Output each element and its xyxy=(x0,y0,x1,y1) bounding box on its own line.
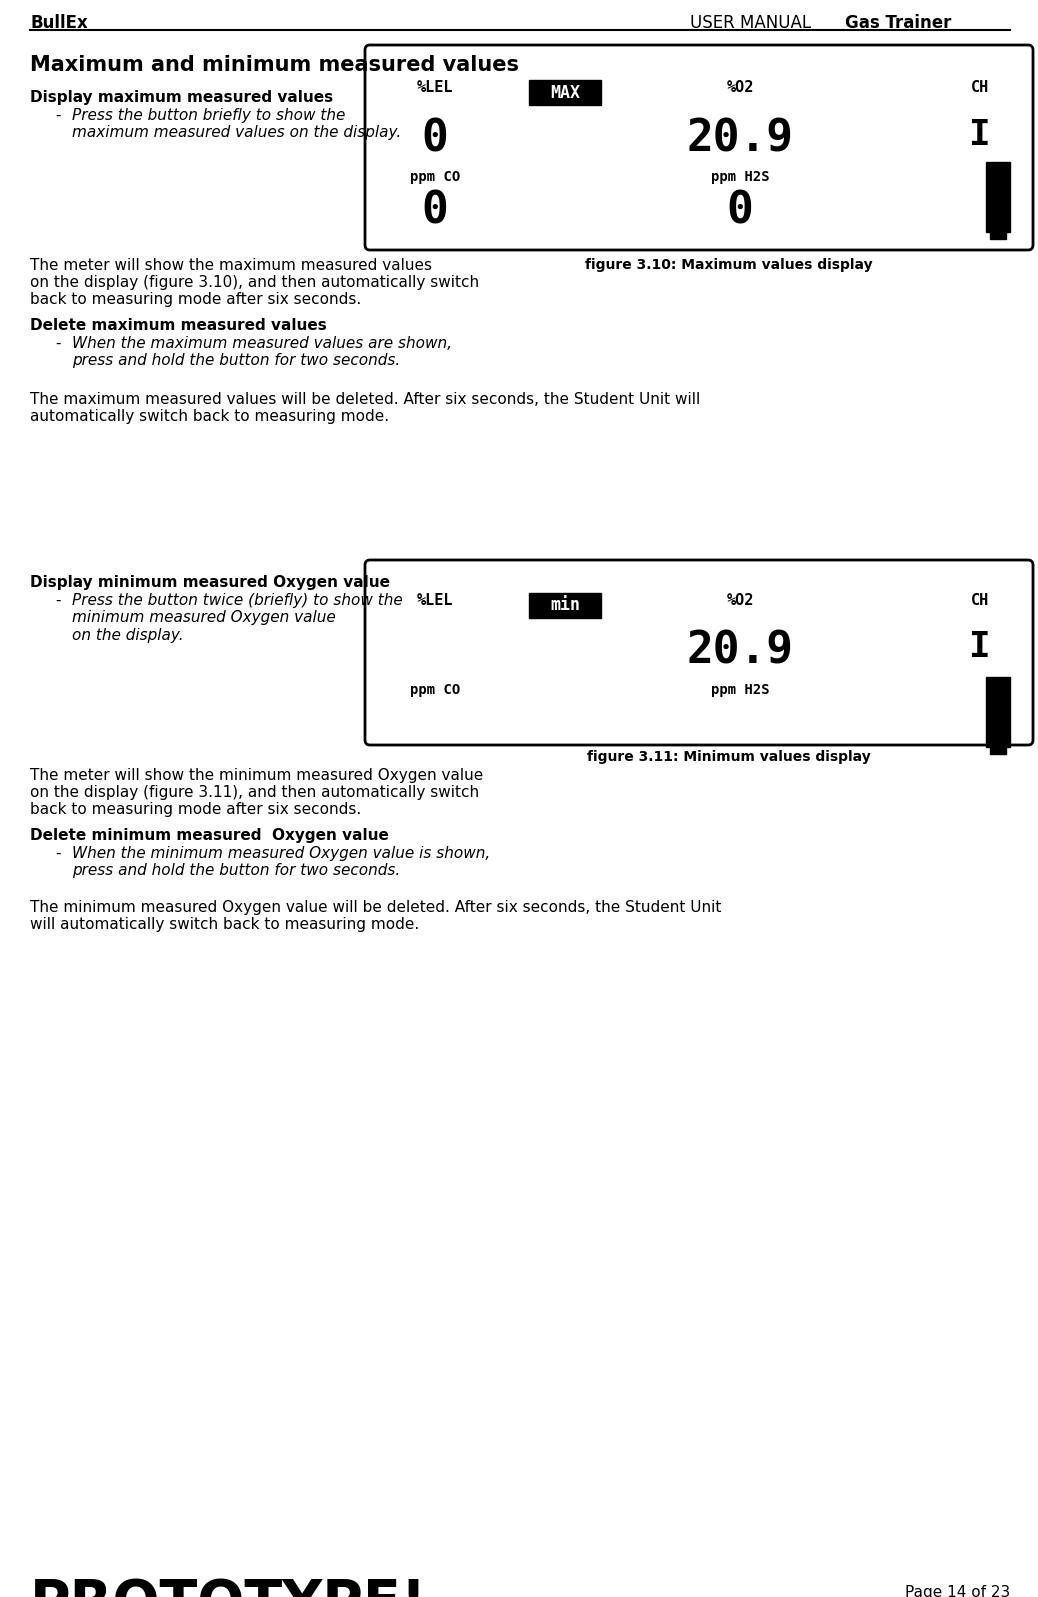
Text: The minimum measured Oxygen value will be deleted. After six seconds, the Studen: The minimum measured Oxygen value will b… xyxy=(30,901,721,933)
Text: 20.9: 20.9 xyxy=(686,629,793,672)
Text: I: I xyxy=(969,629,991,664)
Text: I: I xyxy=(969,118,991,152)
Bar xyxy=(990,747,1006,754)
Text: Display minimum measured Oxygen value: Display minimum measured Oxygen value xyxy=(30,575,390,589)
Text: %LEL: %LEL xyxy=(416,592,454,608)
Text: back to measuring mode after six seconds.: back to measuring mode after six seconds… xyxy=(30,292,361,307)
Text: CH: CH xyxy=(971,80,989,94)
Text: Page 14 of 23: Page 14 of 23 xyxy=(905,1584,1010,1597)
Text: -: - xyxy=(55,109,60,123)
Bar xyxy=(529,592,601,618)
Text: %O2: %O2 xyxy=(727,80,754,94)
Text: CH: CH xyxy=(971,592,989,608)
Text: Press the button twice (briefly) to show the
minimum measured Oxygen value
on th: Press the button twice (briefly) to show… xyxy=(72,592,403,644)
Text: %O2: %O2 xyxy=(727,592,754,608)
Text: min: min xyxy=(550,597,580,615)
Text: Delete minimum measured  Oxygen value: Delete minimum measured Oxygen value xyxy=(30,827,389,843)
Text: Display maximum measured values: Display maximum measured values xyxy=(30,89,333,105)
Text: figure 3.10: Maximum values display: figure 3.10: Maximum values display xyxy=(585,259,873,271)
Text: The maximum measured values will be deleted. After six seconds, the Student Unit: The maximum measured values will be dele… xyxy=(30,391,701,425)
Text: -: - xyxy=(55,846,60,861)
Text: The meter will show the maximum measured values: The meter will show the maximum measured… xyxy=(30,259,432,273)
Text: PROTOTYPE!: PROTOTYPE! xyxy=(30,1576,427,1597)
Text: 0: 0 xyxy=(727,190,754,233)
Text: on the display (figure 3.10), and then automatically switch: on the display (figure 3.10), and then a… xyxy=(30,275,480,291)
Text: Gas Trainer: Gas Trainer xyxy=(845,14,952,32)
Bar xyxy=(986,161,1010,232)
Bar xyxy=(986,677,1010,747)
Text: The meter will show the minimum measured Oxygen value: The meter will show the minimum measured… xyxy=(30,768,484,783)
Text: -: - xyxy=(55,335,60,351)
Text: on the display (figure 3.11), and then automatically switch: on the display (figure 3.11), and then a… xyxy=(30,786,480,800)
Text: Maximum and minimum measured values: Maximum and minimum measured values xyxy=(30,54,519,75)
Text: When the minimum measured Oxygen value is shown,
press and hold the button for t: When the minimum measured Oxygen value i… xyxy=(72,846,490,878)
Text: 0: 0 xyxy=(421,118,448,161)
Text: Delete maximum measured values: Delete maximum measured values xyxy=(30,318,327,334)
Text: figure 3.11: Minimum values display: figure 3.11: Minimum values display xyxy=(588,751,871,763)
Text: -: - xyxy=(55,592,60,608)
Text: ppm CO: ppm CO xyxy=(410,169,460,184)
Text: 0: 0 xyxy=(421,190,448,233)
Text: ppm H2S: ppm H2S xyxy=(711,684,769,696)
Bar xyxy=(529,80,601,105)
Text: USER MANUAL: USER MANUAL xyxy=(690,14,816,32)
Text: BullEx: BullEx xyxy=(30,14,88,32)
Bar xyxy=(990,232,1006,240)
Text: Press the button briefly to show the
maximum measured values on the display.: Press the button briefly to show the max… xyxy=(72,109,402,141)
Text: %LEL: %LEL xyxy=(416,80,454,94)
Text: ppm H2S: ppm H2S xyxy=(711,169,769,184)
Text: When the maximum measured values are shown,
press and hold the button for two se: When the maximum measured values are sho… xyxy=(72,335,452,369)
Text: back to measuring mode after six seconds.: back to measuring mode after six seconds… xyxy=(30,802,361,818)
FancyBboxPatch shape xyxy=(365,561,1033,744)
FancyBboxPatch shape xyxy=(365,45,1033,251)
Text: ppm CO: ppm CO xyxy=(410,684,460,696)
Text: 20.9: 20.9 xyxy=(686,118,793,161)
Text: MAX: MAX xyxy=(550,83,580,102)
